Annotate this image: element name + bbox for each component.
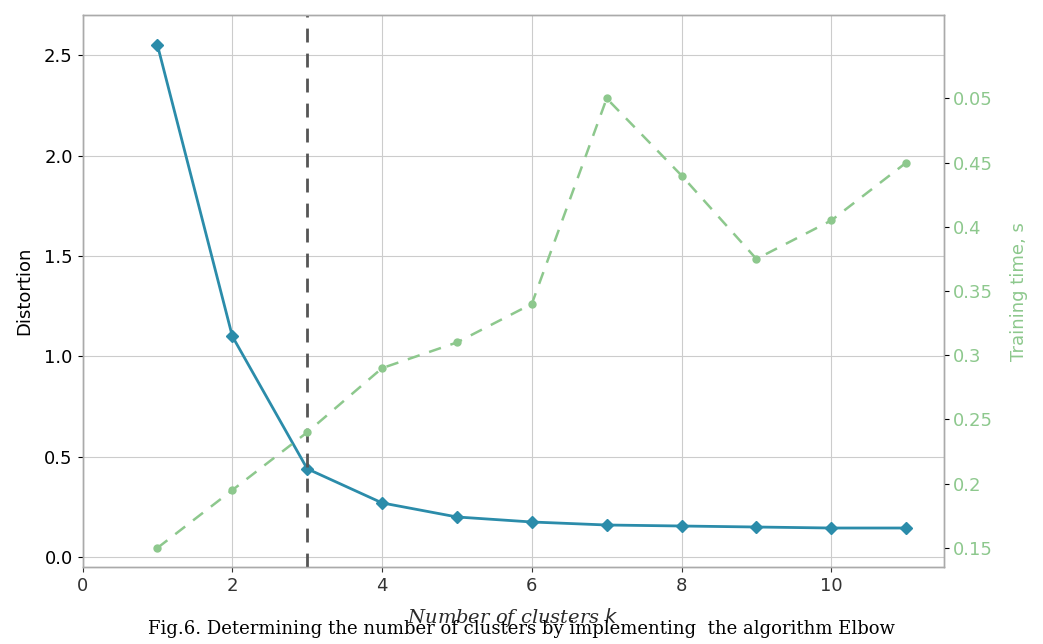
Y-axis label: Training time, s: Training time, s xyxy=(1010,222,1028,361)
X-axis label: Number of clusters $k$: Number of clusters $k$ xyxy=(407,606,618,629)
Y-axis label: Distortion: Distortion xyxy=(15,247,33,336)
Text: Fig.6. Determining the number of clusters by implementing  the algorithm Elbow: Fig.6. Determining the number of cluster… xyxy=(148,620,895,638)
